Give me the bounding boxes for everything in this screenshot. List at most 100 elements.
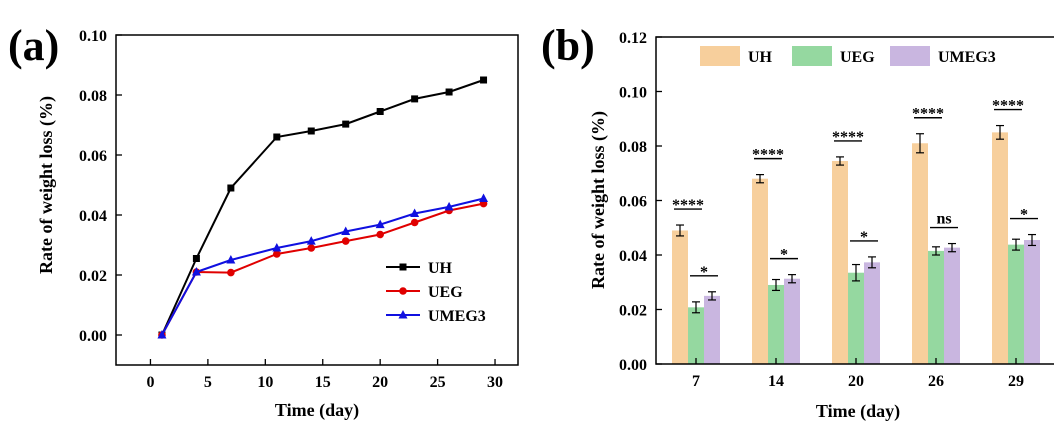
y-tick-label: 0.04 bbox=[619, 248, 647, 265]
data-point-ueg bbox=[341, 237, 350, 245]
y-tick-label: 0.12 bbox=[619, 30, 647, 47]
legend-label: UH bbox=[748, 49, 773, 66]
series-line-uh bbox=[161, 79, 484, 336]
panel-b-axes: 0.00 0.02 0.04 0.06 0.08 0.10 0.12 7 14 20 26 29 bbox=[619, 30, 1024, 390]
y-tick-label: 0.02 bbox=[79, 268, 107, 285]
x-tick-label: 7 bbox=[692, 373, 700, 390]
x-tick-label: 30 bbox=[487, 374, 503, 391]
panel-a-series bbox=[157, 76, 489, 339]
bar-ueg bbox=[688, 307, 704, 364]
y-tick-label: 0.08 bbox=[79, 88, 107, 105]
bar-umeg3 bbox=[784, 278, 800, 364]
data-point-uh bbox=[445, 88, 453, 96]
significance-label: **** bbox=[912, 106, 944, 123]
data-point-ueg bbox=[273, 250, 281, 258]
bar-ueg bbox=[768, 284, 784, 364]
x-tick-label: 15 bbox=[315, 374, 331, 391]
data-point-uh bbox=[342, 120, 350, 128]
data-point-umeg3 bbox=[479, 193, 489, 202]
data-point-uh bbox=[307, 127, 315, 135]
data-point-umeg3 bbox=[306, 236, 316, 245]
legend-label: UH bbox=[428, 260, 453, 277]
x-tick-label: 26 bbox=[928, 373, 944, 390]
data-point-umeg3 bbox=[341, 226, 351, 235]
data-point-uh bbox=[192, 255, 200, 262]
panel-a-legend: UH UEG UMEG3 bbox=[386, 260, 486, 325]
panel-a-frame bbox=[115, 34, 519, 366]
legend-swatch bbox=[890, 46, 930, 66]
data-point-ueg bbox=[410, 218, 419, 227]
data-point-umeg3 bbox=[226, 255, 236, 264]
bar-uh bbox=[912, 143, 928, 364]
bar-uh bbox=[832, 160, 848, 364]
significance-label: **** bbox=[752, 147, 784, 164]
significance-label: * bbox=[780, 247, 788, 264]
panel-b-frame bbox=[655, 36, 1054, 365]
data-point-ueg bbox=[376, 230, 384, 239]
significance-label: **** bbox=[992, 98, 1024, 115]
data-point-uh bbox=[376, 108, 384, 115]
x-tick-label: 29 bbox=[1008, 373, 1024, 390]
bar-ueg bbox=[928, 250, 944, 364]
x-tick-label: 25 bbox=[430, 374, 446, 391]
bar-uh bbox=[752, 178, 768, 364]
data-point-umeg3 bbox=[410, 208, 420, 217]
legend-label: UMEG3 bbox=[428, 308, 486, 325]
bar-uh bbox=[672, 230, 688, 364]
data-point-uh bbox=[480, 76, 488, 84]
x-tick-label: 10 bbox=[257, 374, 273, 391]
y-tick-label: 0.00 bbox=[79, 328, 107, 345]
data-point-uh bbox=[227, 184, 235, 192]
x-tick-label: 14 bbox=[768, 373, 784, 390]
series-line-ueg bbox=[161, 202, 484, 336]
panel-b-legend: UH UEG UMEG3 bbox=[700, 46, 996, 66]
y-tick-label: 0.00 bbox=[619, 357, 647, 374]
data-point-uh bbox=[273, 133, 281, 141]
panel-a-xlabel: Time (day) bbox=[275, 400, 359, 421]
bar-umeg3 bbox=[704, 295, 720, 364]
bar-umeg3 bbox=[864, 262, 880, 364]
bar-uh bbox=[992, 132, 1008, 364]
panel-b-xlabel: Time (day) bbox=[816, 401, 900, 421]
panel-b-bars bbox=[672, 124, 1040, 364]
panel-a-label: (a) bbox=[8, 21, 59, 70]
y-tick-label: 0.10 bbox=[619, 85, 647, 102]
y-tick-label: 0.10 bbox=[79, 28, 107, 45]
y-tick-label: 0.08 bbox=[619, 139, 647, 156]
legend-label: UMEG3 bbox=[938, 49, 996, 66]
legend-label: UEG bbox=[428, 284, 463, 301]
panel-a-axes: 0 5 10 15 20 25 30 0.00 0.02 0.04 0.06 0.08 0.10 bbox=[79, 28, 503, 391]
legend-swatch bbox=[792, 46, 832, 66]
data-point-ueg bbox=[307, 244, 316, 252]
bar-ueg bbox=[1008, 244, 1024, 364]
bar-umeg3 bbox=[944, 247, 960, 364]
significance-label: * bbox=[860, 229, 868, 246]
panel-b-ylabel: Rate of weight loss (%) bbox=[588, 111, 609, 289]
data-point-ueg bbox=[227, 268, 235, 277]
y-tick-label: 0.06 bbox=[619, 194, 647, 211]
legend-swatch bbox=[700, 46, 740, 66]
bar-umeg3 bbox=[1024, 240, 1040, 364]
significance-label: * bbox=[1020, 207, 1028, 224]
significance-label: **** bbox=[832, 129, 864, 146]
legend-marker bbox=[398, 310, 408, 319]
significance-label: **** bbox=[672, 197, 704, 214]
legend-marker bbox=[399, 263, 407, 271]
panel-a-ylabel: Rate of weight loss (%) bbox=[36, 96, 57, 274]
data-point-uh bbox=[411, 95, 419, 103]
x-tick-label: 5 bbox=[204, 374, 212, 391]
panel-b-label: (b) bbox=[541, 21, 595, 70]
legend-label: UEG bbox=[840, 49, 875, 66]
data-point-umeg3 bbox=[444, 201, 454, 211]
significance-label: ns bbox=[936, 211, 951, 228]
data-point-umeg3 bbox=[157, 330, 167, 339]
x-tick-label: 0 bbox=[146, 374, 154, 391]
data-point-umeg3 bbox=[272, 243, 282, 252]
y-tick-label: 0.04 bbox=[79, 208, 107, 225]
x-tick-label: 20 bbox=[848, 373, 864, 390]
y-tick-label: 0.06 bbox=[79, 148, 107, 165]
y-tick-label: 0.02 bbox=[619, 303, 647, 320]
x-tick-label: 20 bbox=[372, 374, 388, 391]
legend-marker bbox=[399, 287, 407, 295]
